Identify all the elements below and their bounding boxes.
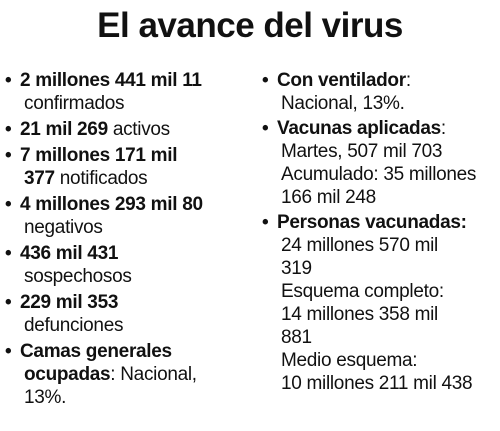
vacunas-label: Vacunas aplicadas [277,118,441,139]
notificados-label: notificados [54,168,148,189]
medio-esquema-label: Medio esquema: [281,350,418,371]
vacunas-colon: : [440,118,446,139]
camas-label-line1: Camas generales [20,341,172,362]
medio-esquema-value: 10 millones 211 mil 438 [281,373,473,394]
bullet-icon: • [5,145,12,166]
list-item-personas: • Personas vacunadas: 24 millones 570 mi… [262,211,498,395]
personas-total-line2: 319 [281,258,312,279]
activos-label: activos [107,119,170,140]
bullet-icon: • [5,243,12,264]
list-item-confirmados: • 2 millones 441 mil 11 confirmados [5,69,260,115]
right-column: • Con ventilador: Nacional, 13%. • Vacun… [262,69,498,397]
camas-label-line2: ocupadas [24,364,111,385]
esquema-completo-line2: 881 [281,327,312,348]
vacunas-martes: Martes, 507 mil 703 [281,141,443,162]
sospechosos-value: 436 mil 431 [20,243,119,264]
page-title: El avance del virus [97,6,403,45]
defunciones-value: 229 mil 353 [20,292,119,313]
list-item-defunciones: • 229 mil 353 defunciones [5,291,260,337]
bullet-icon: • [262,70,269,91]
defunciones-label: defunciones [24,315,124,336]
ventilador-value: Nacional, 13%. [281,93,405,114]
personas-total-line1: 24 millones 570 mil [281,235,438,256]
bullet-icon: • [5,292,12,313]
confirmados-label: confirmados [24,93,125,114]
vacunas-acumulado-line2: 166 mil 248 [281,187,376,208]
list-item-camas: • Camas generales ocupadas: Nacional, 13… [5,340,260,409]
bullet-icon: • [262,212,269,233]
camas-colon: : [110,364,116,385]
sospechosos-label: sospechosos [24,266,132,287]
esquema-completo-label: Esquema completo: [281,281,444,302]
list-item-vacunas: • Vacunas aplicadas: Martes, 507 mil 703… [262,117,498,209]
bullet-icon: • [5,194,12,215]
list-item-negativos: • 4 millones 293 mil 80 negativos [5,193,260,239]
bullet-icon: • [5,341,12,362]
list-item-activos: • 21 mil 269 activos [5,118,260,141]
esquema-completo-line1: 14 millones 358 mil [281,304,438,325]
negativos-label: negativos [24,217,103,238]
bullet-icon: • [262,118,269,139]
ventilador-colon: : [405,70,411,91]
list-item-sospechosos: • 436 mil 431 sospechosos [5,242,260,288]
confirmados-value: 2 millones 441 mil 11 [20,70,202,91]
notificados-value-line2: 377 [24,168,55,189]
vacunas-acumulado-line1: Acumulado: 35 millones [281,164,477,185]
bullet-icon: • [5,119,12,140]
camas-value: Nacional, [115,364,197,385]
list-item-ventilador: • Con ventilador: Nacional, 13%. [262,69,498,115]
activos-value: 21 mil 269 [20,119,108,140]
list-item-notificados: • 7 millones 171 mil 377 notificados [5,144,260,190]
left-column: • 2 millones 441 mil 11 confirmados • 21… [5,69,260,412]
personas-label: Personas vacunadas: [277,212,467,233]
bullet-icon: • [5,70,12,91]
negativos-value: 4 millones 293 mil 80 [20,194,203,215]
camas-value-line2: 13%. [24,387,67,408]
ventilador-label: Con ventilador [277,70,406,91]
notificados-value-line1: 7 millones 171 mil [20,145,178,166]
